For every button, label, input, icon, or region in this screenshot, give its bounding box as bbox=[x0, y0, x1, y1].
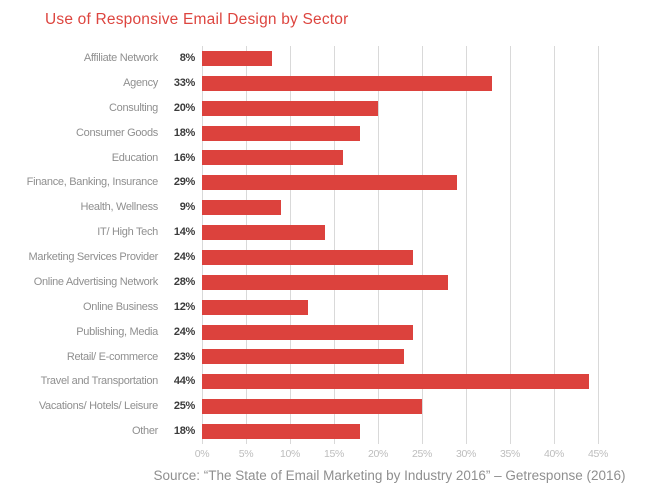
value-label: 12% bbox=[173, 300, 195, 313]
bar-row: Agency 33% bbox=[0, 71, 653, 96]
category-label: Marketing Services Provider bbox=[28, 251, 159, 263]
gridline bbox=[466, 46, 467, 444]
category-label: Agency bbox=[123, 76, 158, 89]
x-axis-tick: 20% bbox=[367, 448, 389, 460]
bar bbox=[202, 100, 378, 116]
gridline bbox=[290, 46, 291, 444]
x-axis-tick: 45% bbox=[587, 448, 609, 460]
value-label: 28% bbox=[173, 275, 195, 288]
value-label: 16% bbox=[173, 151, 195, 164]
bar bbox=[202, 299, 308, 315]
gridline bbox=[334, 46, 335, 444]
bar bbox=[202, 399, 422, 415]
gridline bbox=[202, 46, 203, 444]
category-label: Online Business bbox=[83, 300, 158, 313]
category-label: Online Advertising Network bbox=[33, 275, 159, 288]
bar-row: IT/ High Tech 14% bbox=[0, 220, 653, 245]
bar bbox=[202, 175, 458, 191]
chart-title: Use of Responsive Email Design by Sector bbox=[45, 11, 349, 28]
category-label: Travel and Transportation bbox=[40, 375, 159, 388]
category-label: Vacations/ Hotels/ Leisure bbox=[38, 400, 158, 413]
category-label: Finance, Banking, Insurance bbox=[26, 176, 159, 189]
bar-row: Vacations/ Hotels/ Leisure 25% bbox=[0, 394, 653, 419]
gridline bbox=[598, 46, 599, 444]
bar bbox=[202, 75, 493, 91]
bar bbox=[202, 200, 282, 216]
value-label: 23% bbox=[173, 350, 195, 363]
category-label: Other bbox=[131, 425, 158, 438]
x-axis-tick: 0% bbox=[194, 448, 210, 460]
gridline bbox=[554, 46, 555, 444]
value-label: 44% bbox=[173, 375, 195, 388]
bar bbox=[202, 274, 449, 290]
x-axis-tick: 35% bbox=[499, 448, 521, 460]
bar-row: Other 18% bbox=[0, 419, 653, 444]
gridline bbox=[422, 46, 423, 444]
bar-row: Retail/ E-commerce 23% bbox=[0, 345, 653, 370]
bar-row: Consulting 20% bbox=[0, 96, 653, 121]
value-label: 14% bbox=[173, 226, 195, 239]
category-label: Publishing, Media bbox=[76, 325, 158, 338]
bar bbox=[202, 349, 405, 365]
category-label: Education bbox=[111, 151, 159, 164]
source-caption: Source: “The State of Email Marketing by… bbox=[153, 468, 626, 483]
bar bbox=[202, 374, 590, 390]
plot-area bbox=[202, 46, 599, 444]
value-label: 9% bbox=[179, 201, 196, 214]
category-label: Affiliate Network bbox=[83, 52, 158, 64]
value-label: 33% bbox=[173, 76, 195, 89]
category-label: Consumer Goods bbox=[75, 126, 158, 139]
x-axis-tick: 30% bbox=[455, 448, 477, 460]
value-label: 25% bbox=[173, 400, 195, 413]
gridline bbox=[510, 46, 511, 444]
x-axis-tick: 10% bbox=[279, 448, 301, 460]
bar bbox=[202, 50, 273, 66]
value-label: 24% bbox=[173, 325, 195, 338]
bar-row: Health, Wellness 9% bbox=[0, 195, 653, 220]
x-axis: 0% 5% 10% 15% 20% 25% 30% 35% 40% 45% bbox=[195, 448, 632, 463]
bar bbox=[202, 249, 414, 265]
x-axis-tick: 15% bbox=[323, 448, 345, 460]
bar-row: Online Business 12% bbox=[0, 295, 653, 320]
bar bbox=[202, 225, 326, 241]
bar-row: Consumer Goods 18% bbox=[0, 121, 653, 146]
bar-row: Affiliate Network 8% bbox=[0, 46, 653, 71]
bar-row: Education 16% bbox=[0, 146, 653, 171]
category-label: Consulting bbox=[109, 101, 158, 114]
value-label: 24% bbox=[173, 251, 195, 263]
category-label: Health, Wellness bbox=[80, 201, 158, 214]
bar-row: Finance, Banking, Insurance 29% bbox=[0, 170, 653, 195]
value-label: 18% bbox=[173, 126, 195, 139]
value-label: 18% bbox=[173, 425, 195, 438]
bar bbox=[202, 150, 343, 166]
x-axis-tick: 25% bbox=[411, 448, 433, 460]
category-label: IT/ High Tech bbox=[97, 226, 158, 239]
gridline bbox=[246, 46, 247, 444]
gridline bbox=[378, 46, 379, 444]
bar-row: Publishing, Media 24% bbox=[0, 320, 653, 345]
bar-row: Travel and Transportation 44% bbox=[0, 369, 653, 394]
value-label: 20% bbox=[173, 101, 195, 114]
x-axis-tick: 40% bbox=[543, 448, 565, 460]
category-label: Retail/ E-commerce bbox=[66, 350, 158, 363]
x-axis-tick: 5% bbox=[238, 448, 254, 460]
bar-row: Marketing Services Provider 24% bbox=[0, 245, 653, 270]
value-label: 8% bbox=[179, 52, 196, 64]
bar bbox=[202, 125, 361, 141]
bar bbox=[202, 424, 361, 440]
value-label: 29% bbox=[173, 176, 195, 189]
bar bbox=[202, 324, 414, 340]
bar-rows-layer: Affiliate Network 8% Agency 33% Consulting 20… bbox=[0, 46, 653, 444]
bar-row: Online Advertising Network 28% bbox=[0, 270, 653, 295]
